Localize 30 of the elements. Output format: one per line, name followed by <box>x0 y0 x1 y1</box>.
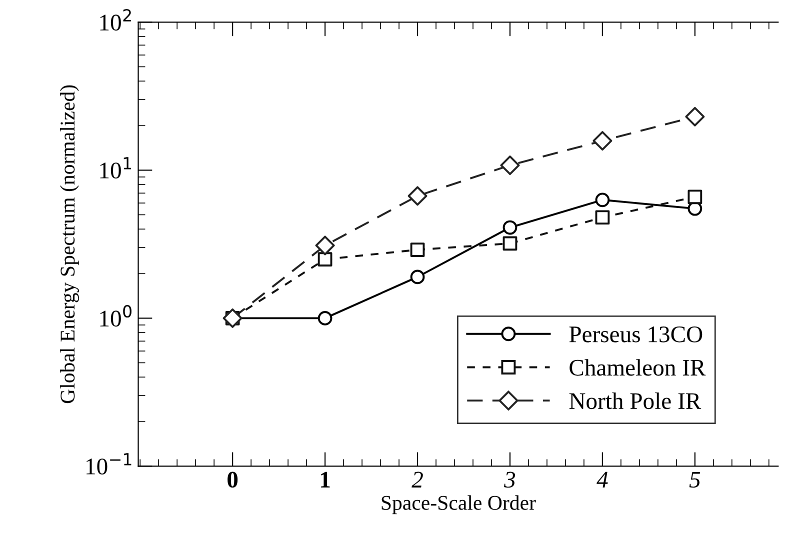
point <box>222 308 242 328</box>
point <box>408 186 428 206</box>
x-tick-label: 5 <box>689 472 700 488</box>
point <box>410 270 425 284</box>
point <box>685 106 705 126</box>
point <box>500 155 520 176</box>
point <box>315 236 335 256</box>
legend-label: Perseus 13CO <box>569 326 702 342</box>
point <box>502 220 518 235</box>
y-tick-label: 10$^{0}$ <box>100 305 132 327</box>
x-tick-label: 0 <box>228 472 238 488</box>
point <box>595 192 610 208</box>
point <box>318 252 332 266</box>
point <box>688 190 702 204</box>
y-axis-title: Global Energy Spectrum (normalized) <box>60 85 79 404</box>
y-tick-label: 10$^{1}$ <box>100 157 132 178</box>
y-tick-label: 10$^{−1}$ <box>86 453 132 474</box>
point <box>595 210 610 225</box>
point <box>410 242 425 257</box>
x-tick-label: 2 <box>412 472 423 488</box>
x-axis-title: Space-Scale Order <box>382 495 536 514</box>
legend-label: Chameleon IR <box>570 359 706 376</box>
x-tick-label: 4 <box>596 472 608 488</box>
point <box>318 311 332 326</box>
legend-label: North Pole IR <box>569 392 702 410</box>
y-tick-label: 10$^{2}$ <box>100 9 131 31</box>
point <box>502 236 518 251</box>
point <box>592 131 612 151</box>
x-tick-label: 3 <box>504 472 516 488</box>
x-tick-label: 1 <box>321 472 330 488</box>
